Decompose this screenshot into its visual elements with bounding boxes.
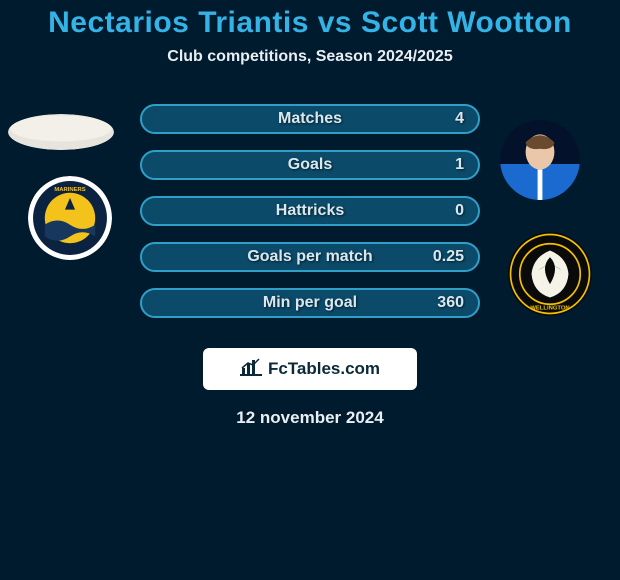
club-left-text: MARINERS	[54, 187, 85, 193]
page-title: Nectarios Triantis vs Scott Wootton	[0, 0, 620, 40]
footer-brand-badge: FcTables.com	[203, 348, 417, 390]
stat-label: Goals	[288, 156, 332, 174]
stat-label: Min per goal	[263, 294, 357, 312]
footer-brand-text: FcTables.com	[268, 359, 380, 379]
footer-date: 12 november 2024	[0, 408, 620, 428]
club-right-text: WELLINGTON	[530, 305, 569, 311]
subtitle: Club competitions, Season 2024/2025	[0, 48, 620, 66]
stat-value-right: 0.25	[433, 248, 464, 266]
stat-value-right: 0	[455, 202, 464, 220]
stat-row: Goals 1	[140, 150, 480, 180]
stat-label: Matches	[278, 110, 342, 128]
player-left-avatar	[8, 114, 114, 150]
stat-value-right: 1	[455, 156, 464, 174]
stat-value-right: 360	[437, 294, 464, 312]
stat-bars: Matches 4 Goals 1 Hattricks 0 Goals per match 0…	[140, 104, 480, 334]
club-left-badge: MARINERS	[28, 176, 112, 260]
stat-label: Goals per match	[247, 248, 372, 266]
stat-row: Goals per match 0.25	[140, 242, 480, 272]
player-right-avatar	[500, 120, 580, 200]
bar-chart-icon	[240, 358, 262, 381]
club-right-badge: WELLINGTON	[508, 232, 592, 316]
stats-area: MARINERS WELLINGTON	[0, 96, 620, 336]
stat-label: Hattricks	[276, 202, 344, 220]
stat-value-right: 4	[455, 110, 464, 128]
stat-row: Matches 4	[140, 104, 480, 134]
stat-row: Min per goal 360	[140, 288, 480, 318]
stat-row: Hattricks 0	[140, 196, 480, 226]
